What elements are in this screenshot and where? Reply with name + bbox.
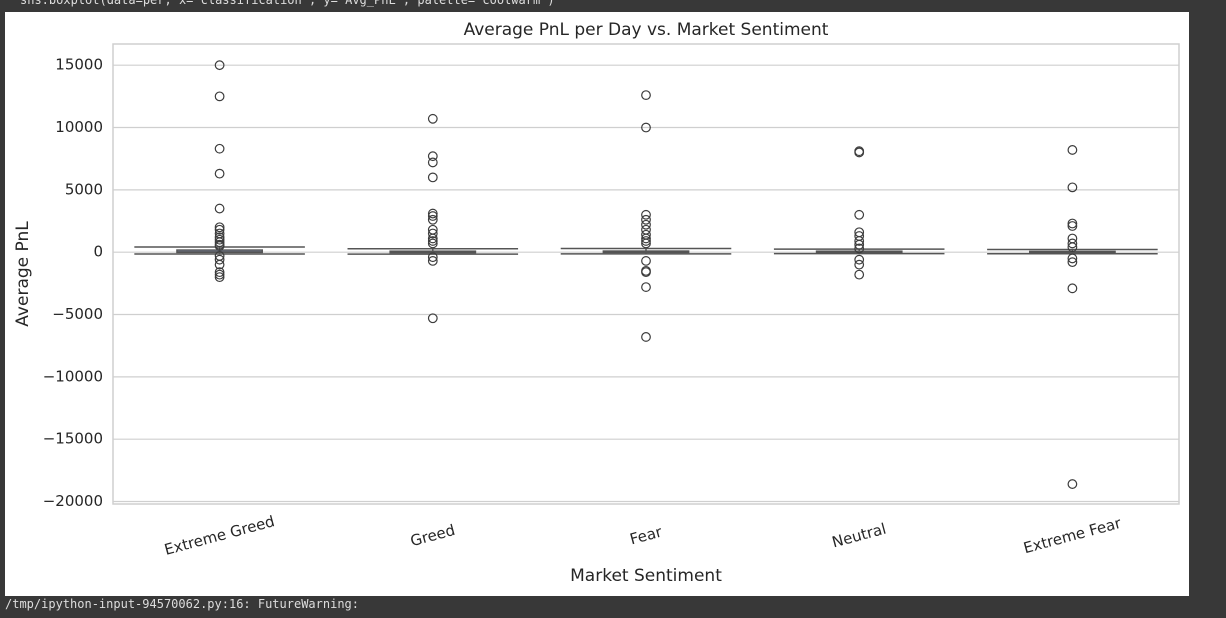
outlier [1067,242,1078,253]
outlier [214,241,225,251]
outlier [641,214,651,225]
outlier [641,219,651,230]
y-axis-label: Average PnL [13,221,33,327]
outlier [854,239,865,250]
outlier [641,122,651,133]
x-tick-label: Fear [628,522,665,548]
outlier [854,243,865,254]
outlier [641,267,651,278]
y-tick-label: −10000 [43,367,103,385]
outlier [854,236,865,246]
outlier [214,234,225,245]
outlier [641,256,651,266]
outlier [427,233,438,244]
outlier [641,282,651,292]
outlier [641,233,651,244]
outlier [641,236,651,246]
outlier [427,252,438,263]
outlier [1067,233,1078,244]
code-line: sns.boxplot(data=per, x='classification'… [20,0,555,7]
outlier [1067,221,1078,231]
x-axis-label: Market Sentiment [570,566,722,586]
outlier [641,238,651,249]
outlier [214,272,225,283]
y-tick-label: 10000 [55,118,103,136]
outlier [641,332,651,342]
outlier [214,222,225,233]
outlier [1067,182,1078,193]
outlier [214,237,225,248]
output-line: /tmp/ipython-input-94570062.py:16: Futur… [5,597,360,611]
outlier [1067,218,1078,229]
outlier [214,254,225,265]
outlier [1067,283,1078,294]
y-tick-label: 15000 [55,56,103,74]
outlier [427,238,438,249]
outlier [214,267,225,278]
x-tick-label: Neutral [830,520,888,552]
outlier [854,209,865,220]
outlier [854,254,865,265]
outlier [641,90,651,101]
x-tick-label: Greed [408,521,457,550]
outlier [214,168,225,179]
outlier [427,208,438,219]
chart-title: Average PnL per Day vs. Market Sentiment [464,20,829,40]
outlier [214,259,225,270]
outlier [1067,145,1078,155]
y-tick-label: −5000 [52,305,103,323]
outlier [214,91,225,102]
y-tick-label: 5000 [65,180,103,198]
outlier [641,209,651,220]
outlier [1067,238,1078,249]
outlier [427,228,438,239]
outlier [854,147,865,158]
outlier [1067,253,1078,264]
outlier [427,236,438,246]
y-tick-label: 0 [93,243,103,261]
outlier [427,172,438,183]
outlier [641,224,651,235]
outlier [1067,257,1078,268]
y-tick-label: −20000 [43,492,103,510]
outlier [854,259,865,270]
plot-border [112,43,1180,505]
x-tick-label: Extreme Fear [1021,514,1123,558]
y-tick-label: −15000 [43,430,103,448]
outlier [427,157,438,168]
outlier [427,214,438,225]
outlier [214,60,225,71]
outlier [427,151,438,162]
outlier [854,269,865,280]
outlier [214,143,225,154]
outlier [214,224,225,235]
outlier [427,113,438,124]
outlier [427,313,438,324]
outlier [214,203,225,214]
outlier [1067,479,1078,489]
chart: Average PnL per Day vs. Market Sentiment… [5,12,1189,596]
x-tick-label: Extreme Greed [162,512,276,559]
outlier [427,256,438,266]
outlier [214,269,225,280]
outlier [427,211,438,221]
